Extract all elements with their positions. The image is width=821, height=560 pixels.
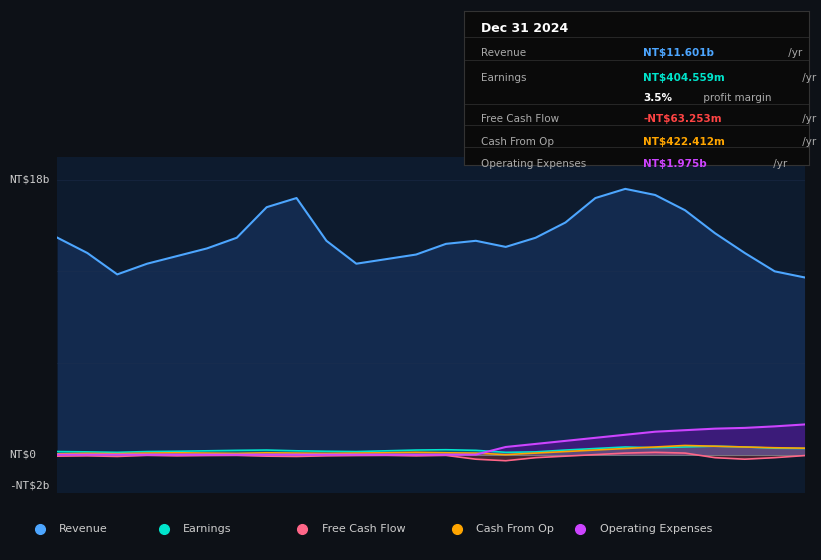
Text: NT$18b: NT$18b: [9, 175, 49, 185]
Text: Earnings: Earnings: [481, 73, 526, 83]
Text: /yr: /yr: [799, 138, 816, 147]
Text: Operating Expenses: Operating Expenses: [599, 524, 712, 534]
Text: NT$404.559m: NT$404.559m: [643, 73, 725, 83]
Text: /yr: /yr: [799, 114, 816, 124]
Text: NT$422.412m: NT$422.412m: [643, 138, 725, 147]
Text: NT$1.975b: NT$1.975b: [643, 159, 707, 169]
Text: 3.5%: 3.5%: [643, 93, 672, 103]
Text: Free Cash Flow: Free Cash Flow: [481, 114, 559, 124]
Text: /yr: /yr: [785, 48, 802, 58]
Text: 2017: 2017: [271, 516, 299, 526]
Text: Revenue: Revenue: [481, 48, 526, 58]
Text: 2019: 2019: [401, 516, 429, 526]
Text: -NT$2b: -NT$2b: [9, 480, 49, 490]
Text: /yr: /yr: [770, 159, 787, 169]
Text: Cash From Op: Cash From Op: [476, 524, 554, 534]
Text: -NT$63.253m: -NT$63.253m: [643, 114, 722, 124]
Text: 2015: 2015: [141, 516, 169, 526]
Text: NT$0: NT$0: [9, 450, 36, 460]
Text: Cash From Op: Cash From Op: [481, 138, 554, 147]
Text: Operating Expenses: Operating Expenses: [481, 159, 586, 169]
Text: 2016: 2016: [206, 516, 234, 526]
Text: 2020: 2020: [466, 516, 494, 526]
Text: 2021: 2021: [530, 516, 559, 526]
Text: profit margin: profit margin: [699, 93, 771, 103]
Text: NT$11.601b: NT$11.601b: [643, 48, 714, 58]
Text: Earnings: Earnings: [183, 524, 232, 534]
Text: Free Cash Flow: Free Cash Flow: [322, 524, 406, 534]
Text: /yr: /yr: [799, 73, 816, 83]
Text: Dec 31 2024: Dec 31 2024: [481, 22, 568, 35]
Text: 2022: 2022: [595, 516, 624, 526]
Text: 2018: 2018: [336, 516, 364, 526]
Text: Revenue: Revenue: [59, 524, 108, 534]
Text: 2024: 2024: [726, 516, 754, 526]
Text: 2023: 2023: [661, 516, 689, 526]
